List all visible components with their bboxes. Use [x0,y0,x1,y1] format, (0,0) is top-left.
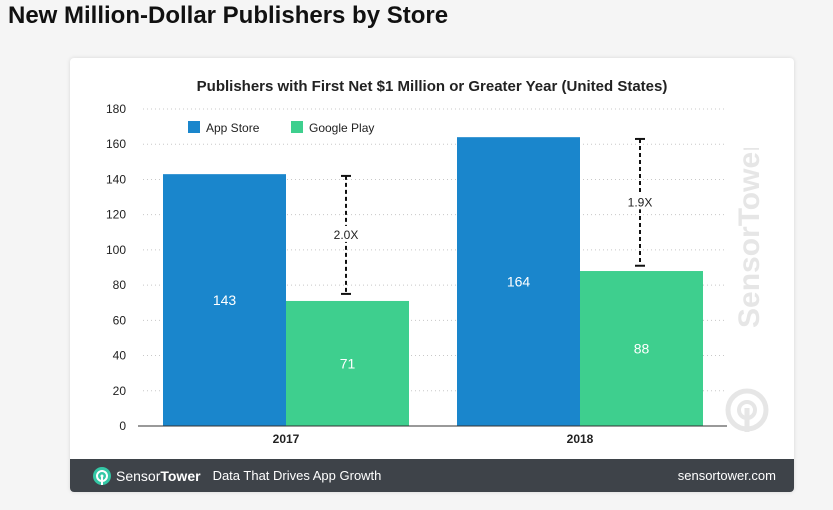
footer-bar: SensorTower Data That Drives App Growth … [70,459,794,492]
annotation-label-bg [624,193,656,210]
annotation-label-bg [330,225,362,242]
footer-tagline: Data That Drives App Growth [212,468,382,483]
chart-card: Publishers with First Net $1 Million or … [70,58,794,492]
bar [457,137,580,426]
chart-title: Publishers with First Net $1 Million or … [197,78,668,95]
legend-swatch [188,121,200,133]
x-category-label: 2018 [567,432,594,446]
footer-brand: SensorTower [116,468,201,484]
x-category-label: 2017 [273,432,300,446]
bar-value-label: 143 [213,292,237,308]
sensortower-watermark: SensorTower [725,148,769,432]
y-tick-label: 180 [106,102,126,116]
y-tick-label: 20 [113,384,127,398]
y-tick-label: 60 [113,313,127,327]
y-tick-label: 80 [113,278,127,292]
bar-chart: Publishers with First Net $1 Million or … [106,78,727,446]
legend: App Store Google Play [188,121,374,135]
y-tick-label: 140 [106,172,126,186]
bar-value-label: 88 [634,341,650,357]
bar [163,174,286,426]
footer-brand-part2: Tower [160,467,201,484]
bar-value-label: 164 [507,274,531,290]
y-tick-label: 40 [113,349,127,363]
bar-value-label: 71 [340,355,356,371]
watermark-logo-icon [725,388,769,432]
footer-brand-part1: Sensor [116,467,161,484]
y-tick-label: 120 [106,208,126,222]
page-title: New Million-Dollar Publishers by Store [8,2,449,29]
y-tick-label: 0 [119,419,126,433]
watermark-text: SensorTower [733,148,766,328]
annotation-label: 1.9X [628,195,653,209]
bar [580,271,703,426]
annotation-label: 2.0X [334,228,359,242]
legend-label: App Store [206,121,260,135]
y-tick-label: 160 [106,137,126,151]
sensortower-logo-icon [93,466,111,485]
legend-label: Google Play [309,121,374,135]
footer-url[interactable]: sensortower.com [677,468,776,483]
bar [286,300,409,426]
y-tick-label: 100 [106,243,126,257]
legend-swatch [291,121,303,133]
